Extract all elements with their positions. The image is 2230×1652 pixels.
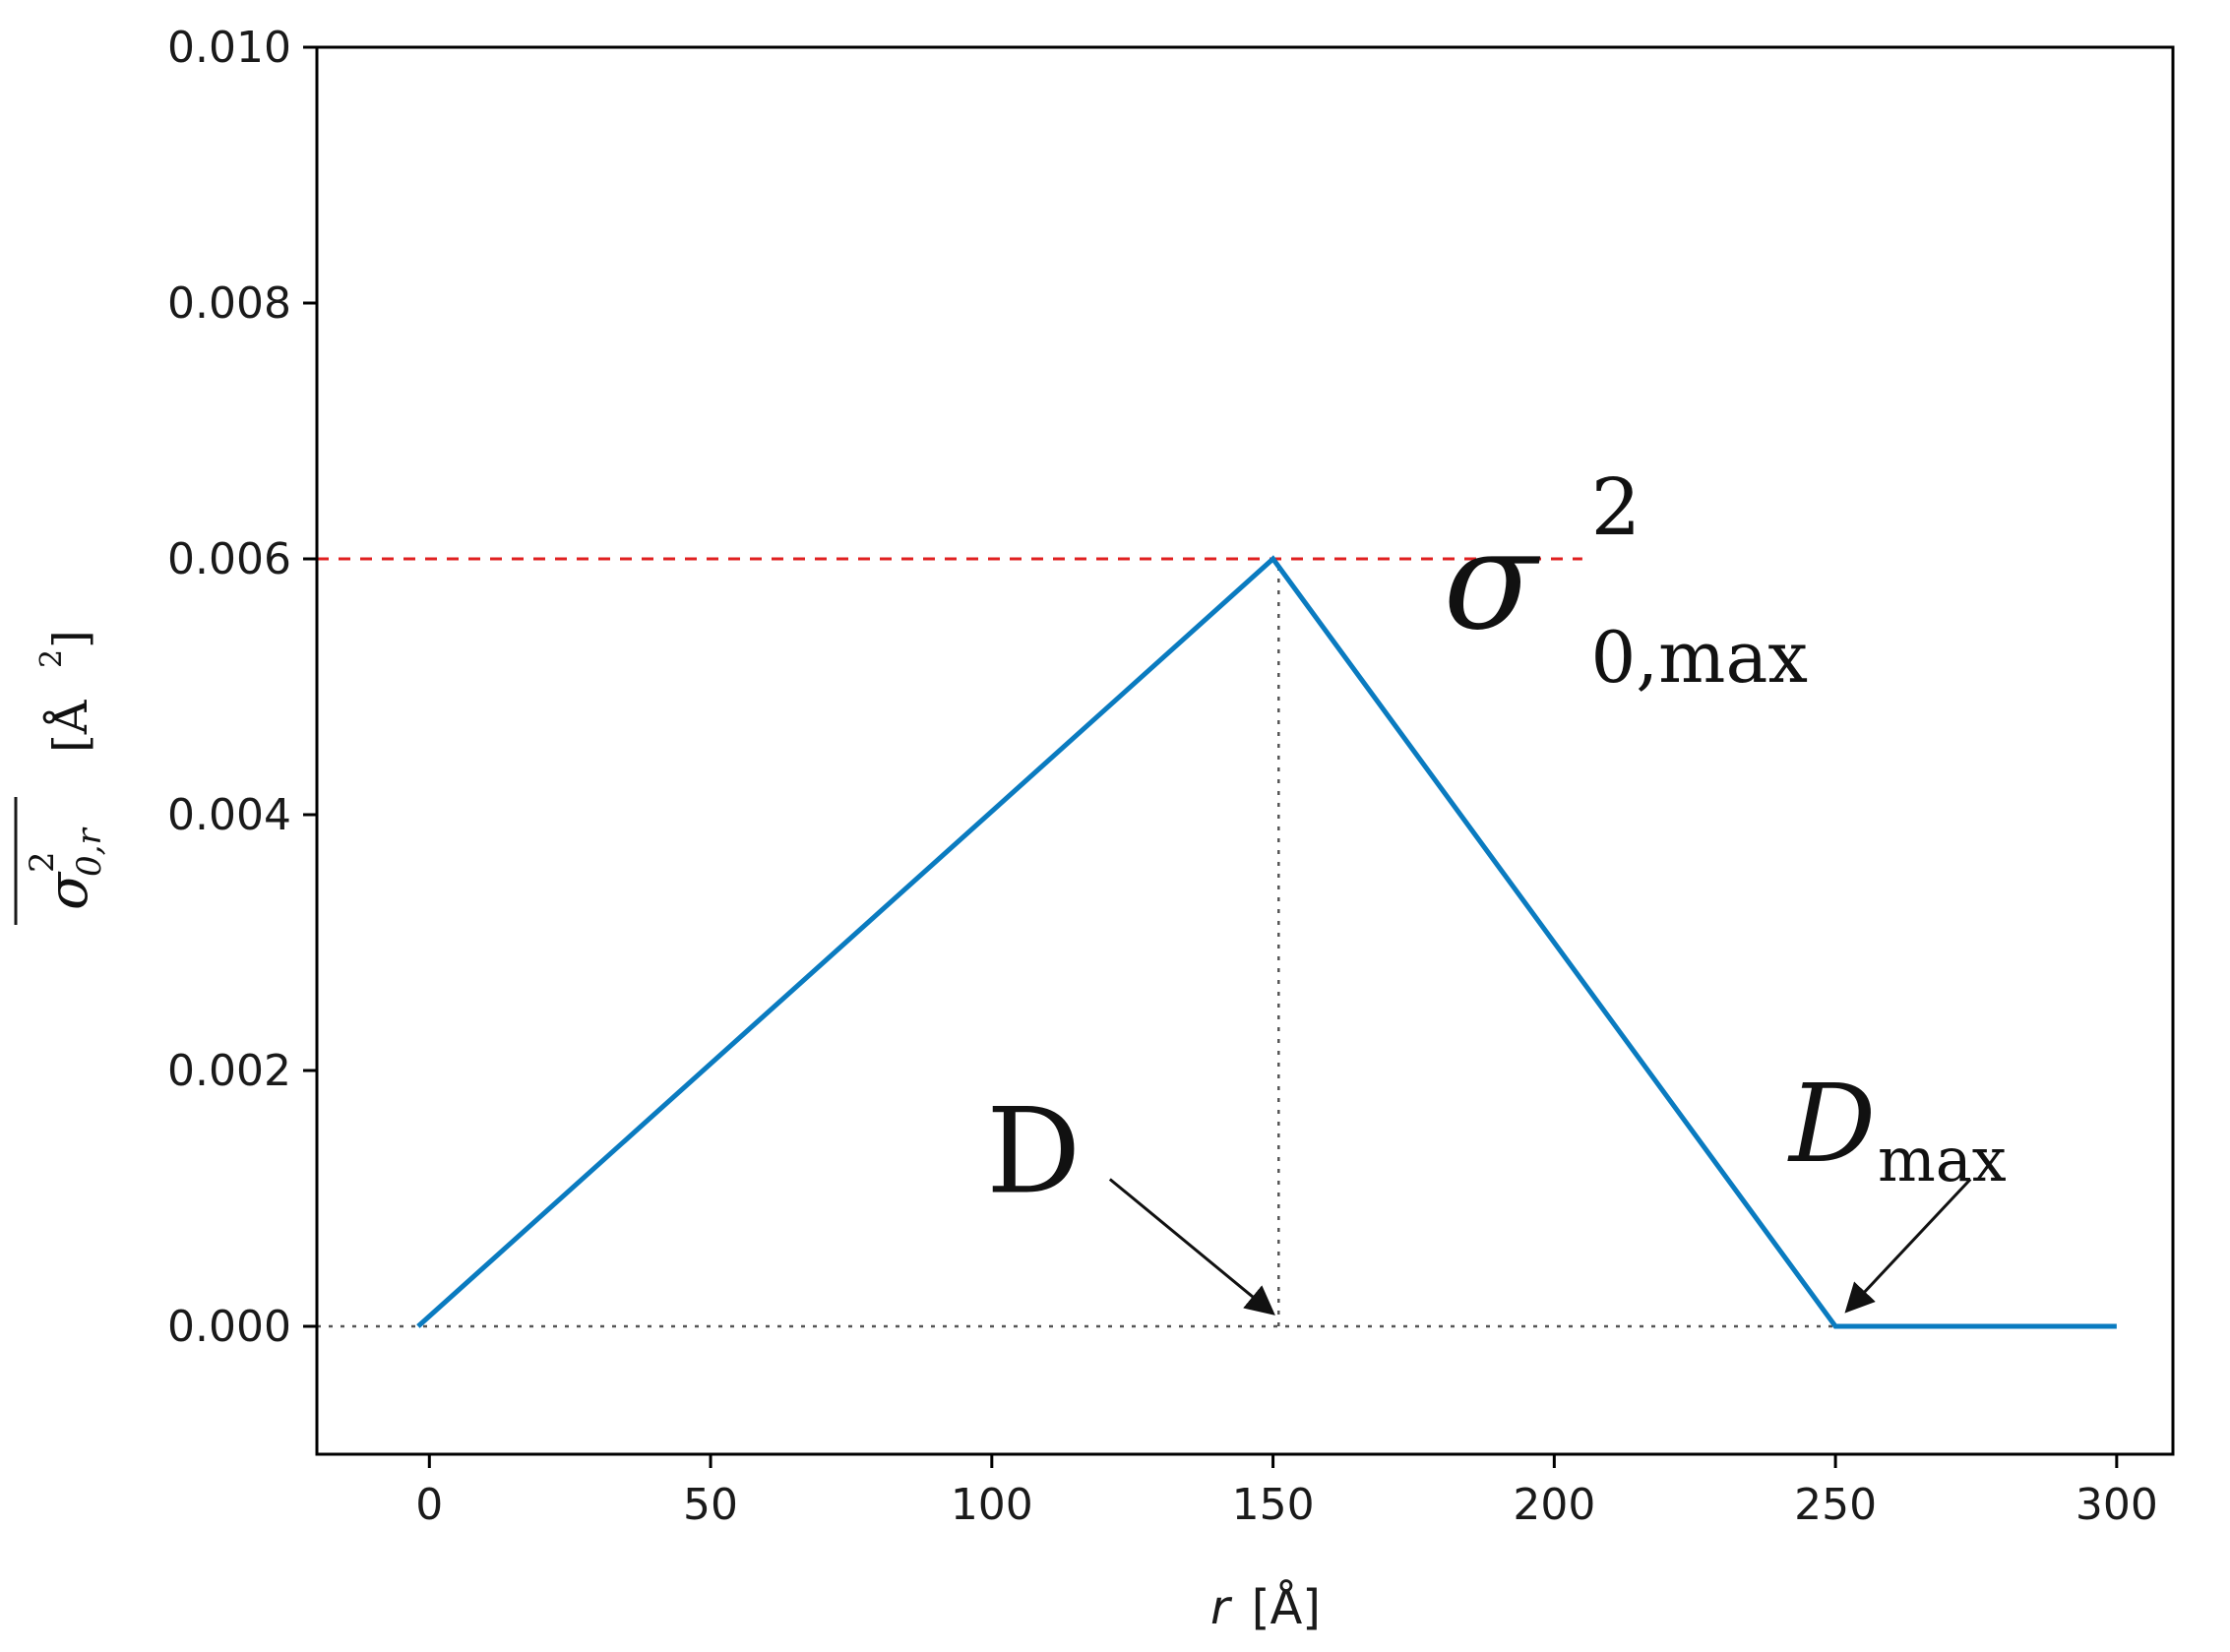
y-tick-label: 0.010 [167,23,291,73]
y-tick-label: 0.000 [167,1302,291,1352]
plot-frame [315,45,2175,1456]
x-axis-label-var: r [1210,1580,1233,1635]
D-max-annotation: D max [1787,1061,2007,1314]
x-tick-label: 200 [1513,1480,1595,1530]
sigma-max-sup: 2 [1590,461,1641,553]
y-axis-label-unit-sup: 2 [34,649,69,668]
y-axis-label-sup: 2 [23,851,62,873]
sigma-max-symbol: σ [1443,501,1540,661]
D-annotation: D [986,1084,1275,1315]
D-max-label: D [1787,1061,1876,1187]
y-axis-label-symbol: σ [36,871,100,910]
y-axis-label-unit-close: ] [43,630,98,648]
y-tick-label: 0.006 [167,534,291,584]
D-max-arrow [1844,1178,1972,1314]
sigma-max-sub: 0,max [1590,616,1808,699]
y-axis-ticks: 0.000 0.002 0.004 0.006 0.008 0.010 [167,23,317,1352]
x-tick-label: 300 [2075,1480,2158,1530]
x-axis-ticks: 0 50 100 150 200 250 300 [415,1454,2158,1530]
x-axis-label-unit: [Å] [1252,1579,1321,1635]
D-label: D [986,1084,1081,1221]
x-tick-label: 250 [1794,1480,1877,1530]
x-axis-label: r [Å] [1210,1579,1321,1635]
D-max-sub: max [1878,1124,2007,1195]
x-tick-label: 100 [951,1480,1033,1530]
x-tick-label: 50 [683,1480,738,1530]
y-axis-label-unit: [Å [42,699,98,753]
series-group [416,555,2117,1329]
y-axis-label: σ 2 0,r [Å 2 ] [14,630,109,925]
y-tick-label: 0.008 [167,278,291,329]
y-axis-label-sub: 0,r [70,827,109,877]
series-line-0 [416,555,2117,1329]
y-tick-label: 0.002 [167,1046,291,1096]
x-tick-label: 150 [1232,1480,1315,1530]
sigma-max-annotation: σ 2 0,max [1443,461,1808,699]
x-tick-label: 0 [415,1480,443,1530]
D-arrow [1108,1178,1275,1315]
y-tick-label: 0.004 [167,790,291,840]
